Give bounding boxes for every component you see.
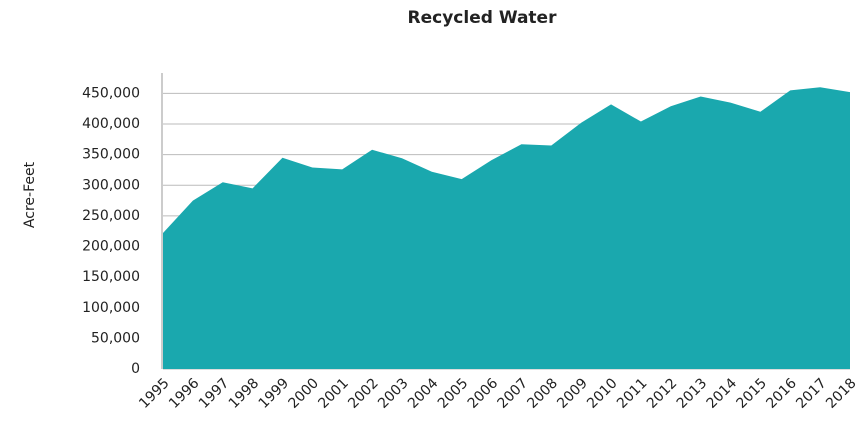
x-tick-label: 1997 <box>196 375 233 412</box>
x-tick-label: 1995 <box>136 375 173 412</box>
x-tick-label: 2016 <box>763 375 800 412</box>
x-tick-label: 2014 <box>704 375 741 412</box>
y-axis-label: Acre-Feet <box>22 161 38 228</box>
x-tick-label: 2013 <box>674 375 711 412</box>
x-tick-label: 2003 <box>375 375 412 412</box>
x-tick-label: 2004 <box>405 375 442 412</box>
y-tick-label: 450,000 <box>82 85 140 101</box>
x-tick-label: 2006 <box>465 375 502 412</box>
x-tick-label: 2018 <box>823 375 857 412</box>
y-tick-label: 0 <box>131 361 140 377</box>
y-tick-label: 200,000 <box>82 239 140 255</box>
x-tick-label: 2017 <box>793 375 830 412</box>
y-tick-label: 250,000 <box>82 208 140 224</box>
x-tick-label: 2001 <box>315 375 352 412</box>
x-tick-label: 2007 <box>495 375 532 412</box>
y-tick-label: 300,000 <box>82 177 140 193</box>
x-tick-label: 1996 <box>166 375 203 412</box>
y-tick-label: 150,000 <box>82 269 140 285</box>
x-tick-label: 1998 <box>226 375 263 412</box>
x-tick-label: 2010 <box>584 375 621 412</box>
area <box>163 87 850 369</box>
x-tick-label: 2011 <box>614 375 651 412</box>
x-tick-label: 2009 <box>554 375 591 412</box>
x-tick-label: 2012 <box>644 375 681 412</box>
x-tick-label: 1999 <box>256 375 293 412</box>
x-tick-label: 2000 <box>285 375 322 412</box>
y-tick-label: 50,000 <box>91 330 140 346</box>
x-tick-label: 2005 <box>435 375 472 412</box>
y-tick-label: 400,000 <box>82 116 140 132</box>
x-tick-label: 2015 <box>734 375 771 412</box>
x-tick-label: 2002 <box>345 375 382 412</box>
chart-title: Recycled Water <box>408 8 558 28</box>
y-tick-label: 350,000 <box>82 147 140 163</box>
y-tick-label: 100,000 <box>82 300 140 316</box>
x-tick-label: 2008 <box>524 375 561 412</box>
